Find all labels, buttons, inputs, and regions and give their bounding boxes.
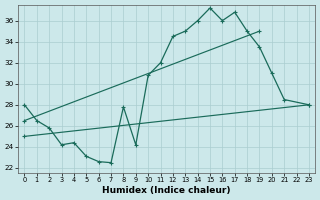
X-axis label: Humidex (Indice chaleur): Humidex (Indice chaleur) [102, 186, 231, 195]
